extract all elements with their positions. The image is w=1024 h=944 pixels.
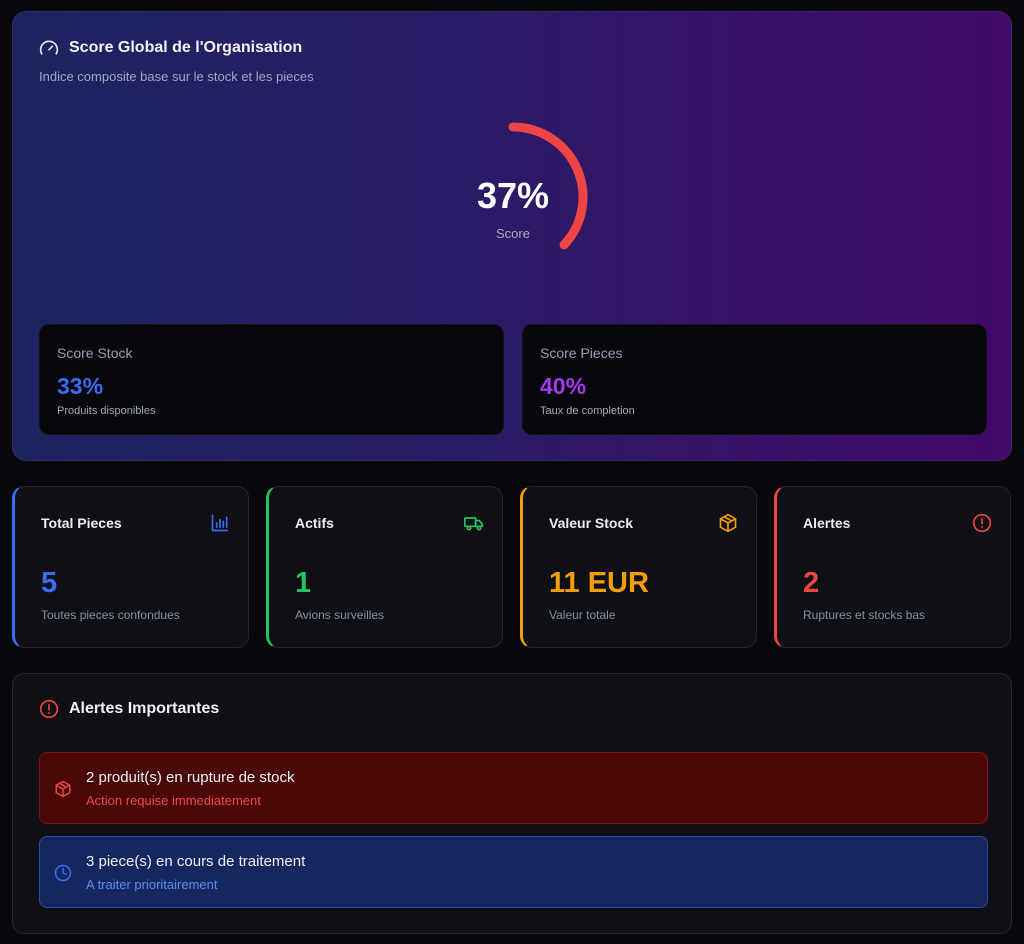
valeur-stock-title: Valeur Stock <box>549 515 634 531</box>
alert-circle-icon <box>972 513 992 533</box>
important-alerts-panel: Alertes Importantes 2 produit(s) en rupt… <box>12 673 1012 934</box>
gauge-value: 37% <box>476 175 550 216</box>
alert-message: 3 piece(s) en cours de traitement <box>86 853 306 870</box>
gauge-icon <box>39 38 59 58</box>
alert-circle-icon <box>39 699 59 719</box>
actifs-card[interactable]: Actifs 1 Avions surveilles <box>266 486 503 648</box>
actifs-desc: Avions surveilles <box>295 608 385 622</box>
alert-subtext: A traiter prioritairement <box>86 877 218 892</box>
score-stock-desc: Produits disponibles <box>57 405 156 417</box>
alertes-title: Alertes <box>803 515 851 531</box>
gauge-label: Score <box>496 226 530 241</box>
total-pieces-desc: Toutes pieces confondues <box>41 608 180 622</box>
hero-header: Score Global de l'Organisation <box>39 38 302 58</box>
score-pieces-label: Score Pieces <box>540 345 623 361</box>
alerts-title: Alertes Importantes <box>69 700 220 717</box>
alertes-card[interactable]: Alertes 2 Ruptures et stocks bas <box>774 486 1011 648</box>
score-stock-card: Score Stock 33% Produits disponibles <box>39 324 504 435</box>
total-pieces-card[interactable]: Total Pieces 5 Toutes pieces confondues <box>12 486 249 648</box>
total-pieces-title: Total Pieces <box>41 515 122 531</box>
total-pieces-value: 5 <box>41 567 58 599</box>
truck-icon <box>464 513 484 533</box>
alerts-header: Alertes Importantes <box>39 699 219 719</box>
gauge-arc <box>508 122 588 250</box>
bar-chart-icon <box>210 513 230 533</box>
hero-subtitle: Indice composite base sur le stock et le… <box>39 69 314 84</box>
score-gauge: 37% Score <box>433 117 593 277</box>
score-stock-label: Score Stock <box>57 345 133 361</box>
global-score-card: Score Global de l'Organisation Indice co… <box>12 11 1012 461</box>
actifs-title: Actifs <box>295 515 334 531</box>
score-pieces-card: Score Pieces 40% Taux de completion <box>522 324 987 435</box>
valeur-stock-desc: Valeur totale <box>549 608 616 622</box>
valeur-stock-card[interactable]: Valeur Stock 11 EUR Valeur totale <box>520 486 757 648</box>
hero-title: Score Global de l'Organisation <box>69 39 303 56</box>
clock-icon <box>54 864 72 882</box>
alertes-desc: Ruptures et stocks bas <box>803 608 926 622</box>
alert-subtext: Action requise immediatement <box>86 793 261 808</box>
actifs-value: 1 <box>295 567 312 599</box>
alert-pieces-processing[interactable]: 3 piece(s) en cours de traitement A trai… <box>39 836 988 908</box>
score-stock-value: 33% <box>57 373 104 399</box>
alertes-value: 2 <box>803 567 820 599</box>
package-icon <box>54 780 72 798</box>
package-icon <box>718 513 738 533</box>
alert-message: 2 produit(s) en rupture de stock <box>86 769 295 786</box>
score-pieces-desc: Taux de completion <box>540 405 635 417</box>
valeur-stock-value: 11 EUR <box>549 567 649 599</box>
alert-stock-rupture[interactable]: 2 produit(s) en rupture de stock Action … <box>39 752 988 824</box>
score-pieces-value: 40% <box>540 373 587 399</box>
